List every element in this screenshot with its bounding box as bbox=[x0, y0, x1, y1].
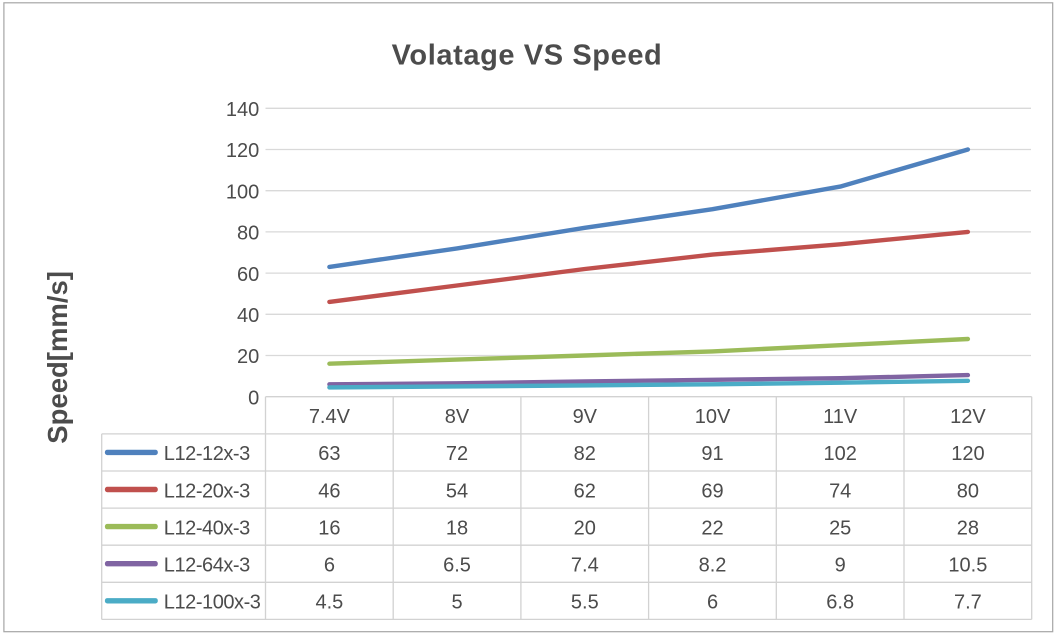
svg-text:8V: 8V bbox=[445, 406, 470, 428]
svg-text:5.5: 5.5 bbox=[571, 592, 599, 614]
svg-text:L12-40x-3: L12-40x-3 bbox=[164, 518, 250, 540]
svg-text:7.4: 7.4 bbox=[571, 555, 599, 577]
svg-text:6: 6 bbox=[707, 592, 718, 614]
svg-text:0: 0 bbox=[248, 387, 259, 409]
svg-text:10.5: 10.5 bbox=[948, 555, 987, 577]
svg-text:Volatage VS Speed: Volatage VS Speed bbox=[392, 39, 663, 71]
svg-text:69: 69 bbox=[701, 480, 723, 502]
svg-text:102: 102 bbox=[824, 443, 857, 465]
svg-text:7.4V: 7.4V bbox=[309, 406, 351, 428]
svg-text:80: 80 bbox=[237, 223, 259, 245]
svg-text:100: 100 bbox=[226, 181, 259, 203]
svg-text:L12-20x-3: L12-20x-3 bbox=[164, 480, 250, 502]
svg-text:9V: 9V bbox=[573, 406, 598, 428]
svg-text:72: 72 bbox=[446, 443, 468, 465]
svg-text:54: 54 bbox=[446, 480, 468, 502]
svg-text:9: 9 bbox=[835, 555, 846, 577]
svg-text:5: 5 bbox=[451, 592, 462, 614]
svg-text:62: 62 bbox=[574, 480, 596, 502]
svg-text:60: 60 bbox=[237, 264, 259, 286]
svg-text:8.2: 8.2 bbox=[699, 555, 727, 577]
svg-text:20: 20 bbox=[237, 346, 259, 368]
svg-text:82: 82 bbox=[574, 443, 596, 465]
svg-text:40: 40 bbox=[237, 305, 259, 327]
svg-text:80: 80 bbox=[957, 480, 979, 502]
svg-text:10V: 10V bbox=[695, 406, 731, 428]
svg-text:120: 120 bbox=[226, 140, 259, 162]
svg-text:11V: 11V bbox=[823, 406, 858, 428]
svg-text:46: 46 bbox=[318, 480, 340, 502]
svg-text:6.8: 6.8 bbox=[826, 592, 854, 614]
svg-text:63: 63 bbox=[318, 443, 340, 465]
svg-text:12V: 12V bbox=[950, 406, 986, 428]
svg-text:20: 20 bbox=[574, 518, 596, 540]
svg-text:6.5: 6.5 bbox=[443, 555, 471, 577]
svg-text:120: 120 bbox=[951, 443, 984, 465]
svg-text:74: 74 bbox=[829, 480, 851, 502]
svg-text:L12-100x-3: L12-100x-3 bbox=[164, 592, 261, 614]
svg-text:L12-64x-3: L12-64x-3 bbox=[164, 555, 250, 577]
svg-text:140: 140 bbox=[226, 99, 259, 121]
svg-text:L12-12x-3: L12-12x-3 bbox=[164, 443, 250, 465]
svg-text:16: 16 bbox=[318, 518, 340, 540]
svg-text:Speed[mm/s]: Speed[mm/s] bbox=[42, 271, 73, 444]
svg-text:7.7: 7.7 bbox=[954, 592, 982, 614]
svg-text:18: 18 bbox=[446, 518, 468, 540]
svg-text:25: 25 bbox=[829, 518, 851, 540]
svg-text:6: 6 bbox=[324, 555, 335, 577]
svg-text:28: 28 bbox=[957, 518, 979, 540]
svg-text:4.5: 4.5 bbox=[315, 592, 343, 614]
svg-text:22: 22 bbox=[701, 518, 723, 540]
svg-text:91: 91 bbox=[701, 443, 723, 465]
